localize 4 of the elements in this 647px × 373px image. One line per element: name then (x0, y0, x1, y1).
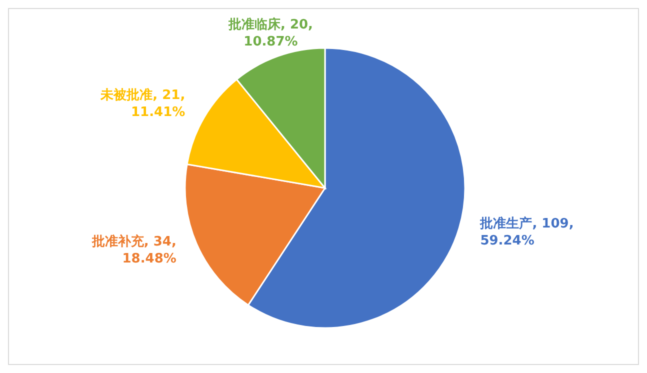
slice-label: 批准生产, 109, 59.24% (479, 215, 574, 248)
slice-label: 批准补充, 34, 18.48% (90, 234, 176, 267)
slice-label: 批准临床, 20, 10.87% (228, 16, 313, 50)
slice-label: 未被批准, 21, 11.41% (100, 87, 186, 120)
